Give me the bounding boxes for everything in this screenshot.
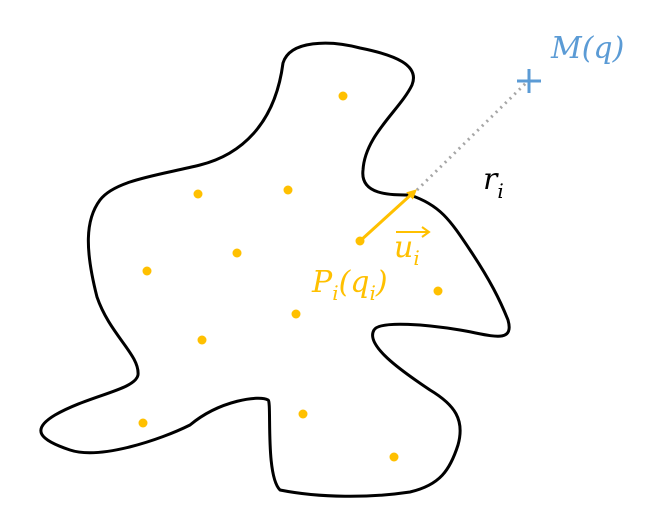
overline-arrow-head xyxy=(421,226,431,238)
sample-point xyxy=(232,248,242,258)
distance-label: ri xyxy=(483,162,504,203)
distance-label-main: r xyxy=(483,162,499,197)
sample-point xyxy=(193,189,203,199)
sample-point xyxy=(338,91,348,101)
point-label-close: ) xyxy=(375,265,388,300)
sample-point xyxy=(283,185,293,195)
target-label: M(q) xyxy=(550,31,624,66)
point-label-sub: i xyxy=(332,281,338,305)
sample-point xyxy=(355,236,365,246)
svg-text:ui: ui xyxy=(394,230,420,270)
vector-label-main: u xyxy=(394,230,413,265)
sample-point xyxy=(138,418,148,428)
plus-icon xyxy=(517,69,541,93)
vector-label: ui xyxy=(394,226,431,270)
dotted-ray xyxy=(415,79,530,192)
sample-point xyxy=(298,409,308,419)
region-outline xyxy=(39,41,511,498)
vector-label-sub: i xyxy=(413,246,419,270)
point-label-sub-q: i xyxy=(370,281,376,305)
vector-arrow xyxy=(358,189,417,243)
sample-point xyxy=(291,309,301,319)
sample-point xyxy=(142,266,152,276)
point-label-main: P xyxy=(311,265,333,300)
sample-points xyxy=(138,91,443,462)
sample-point xyxy=(433,286,443,296)
sample-point xyxy=(197,335,207,345)
point-label: Pi(qi) xyxy=(311,265,388,305)
sample-point xyxy=(389,452,399,462)
distance-label-sub: i xyxy=(497,179,503,203)
point-label-open: (q xyxy=(339,265,370,300)
